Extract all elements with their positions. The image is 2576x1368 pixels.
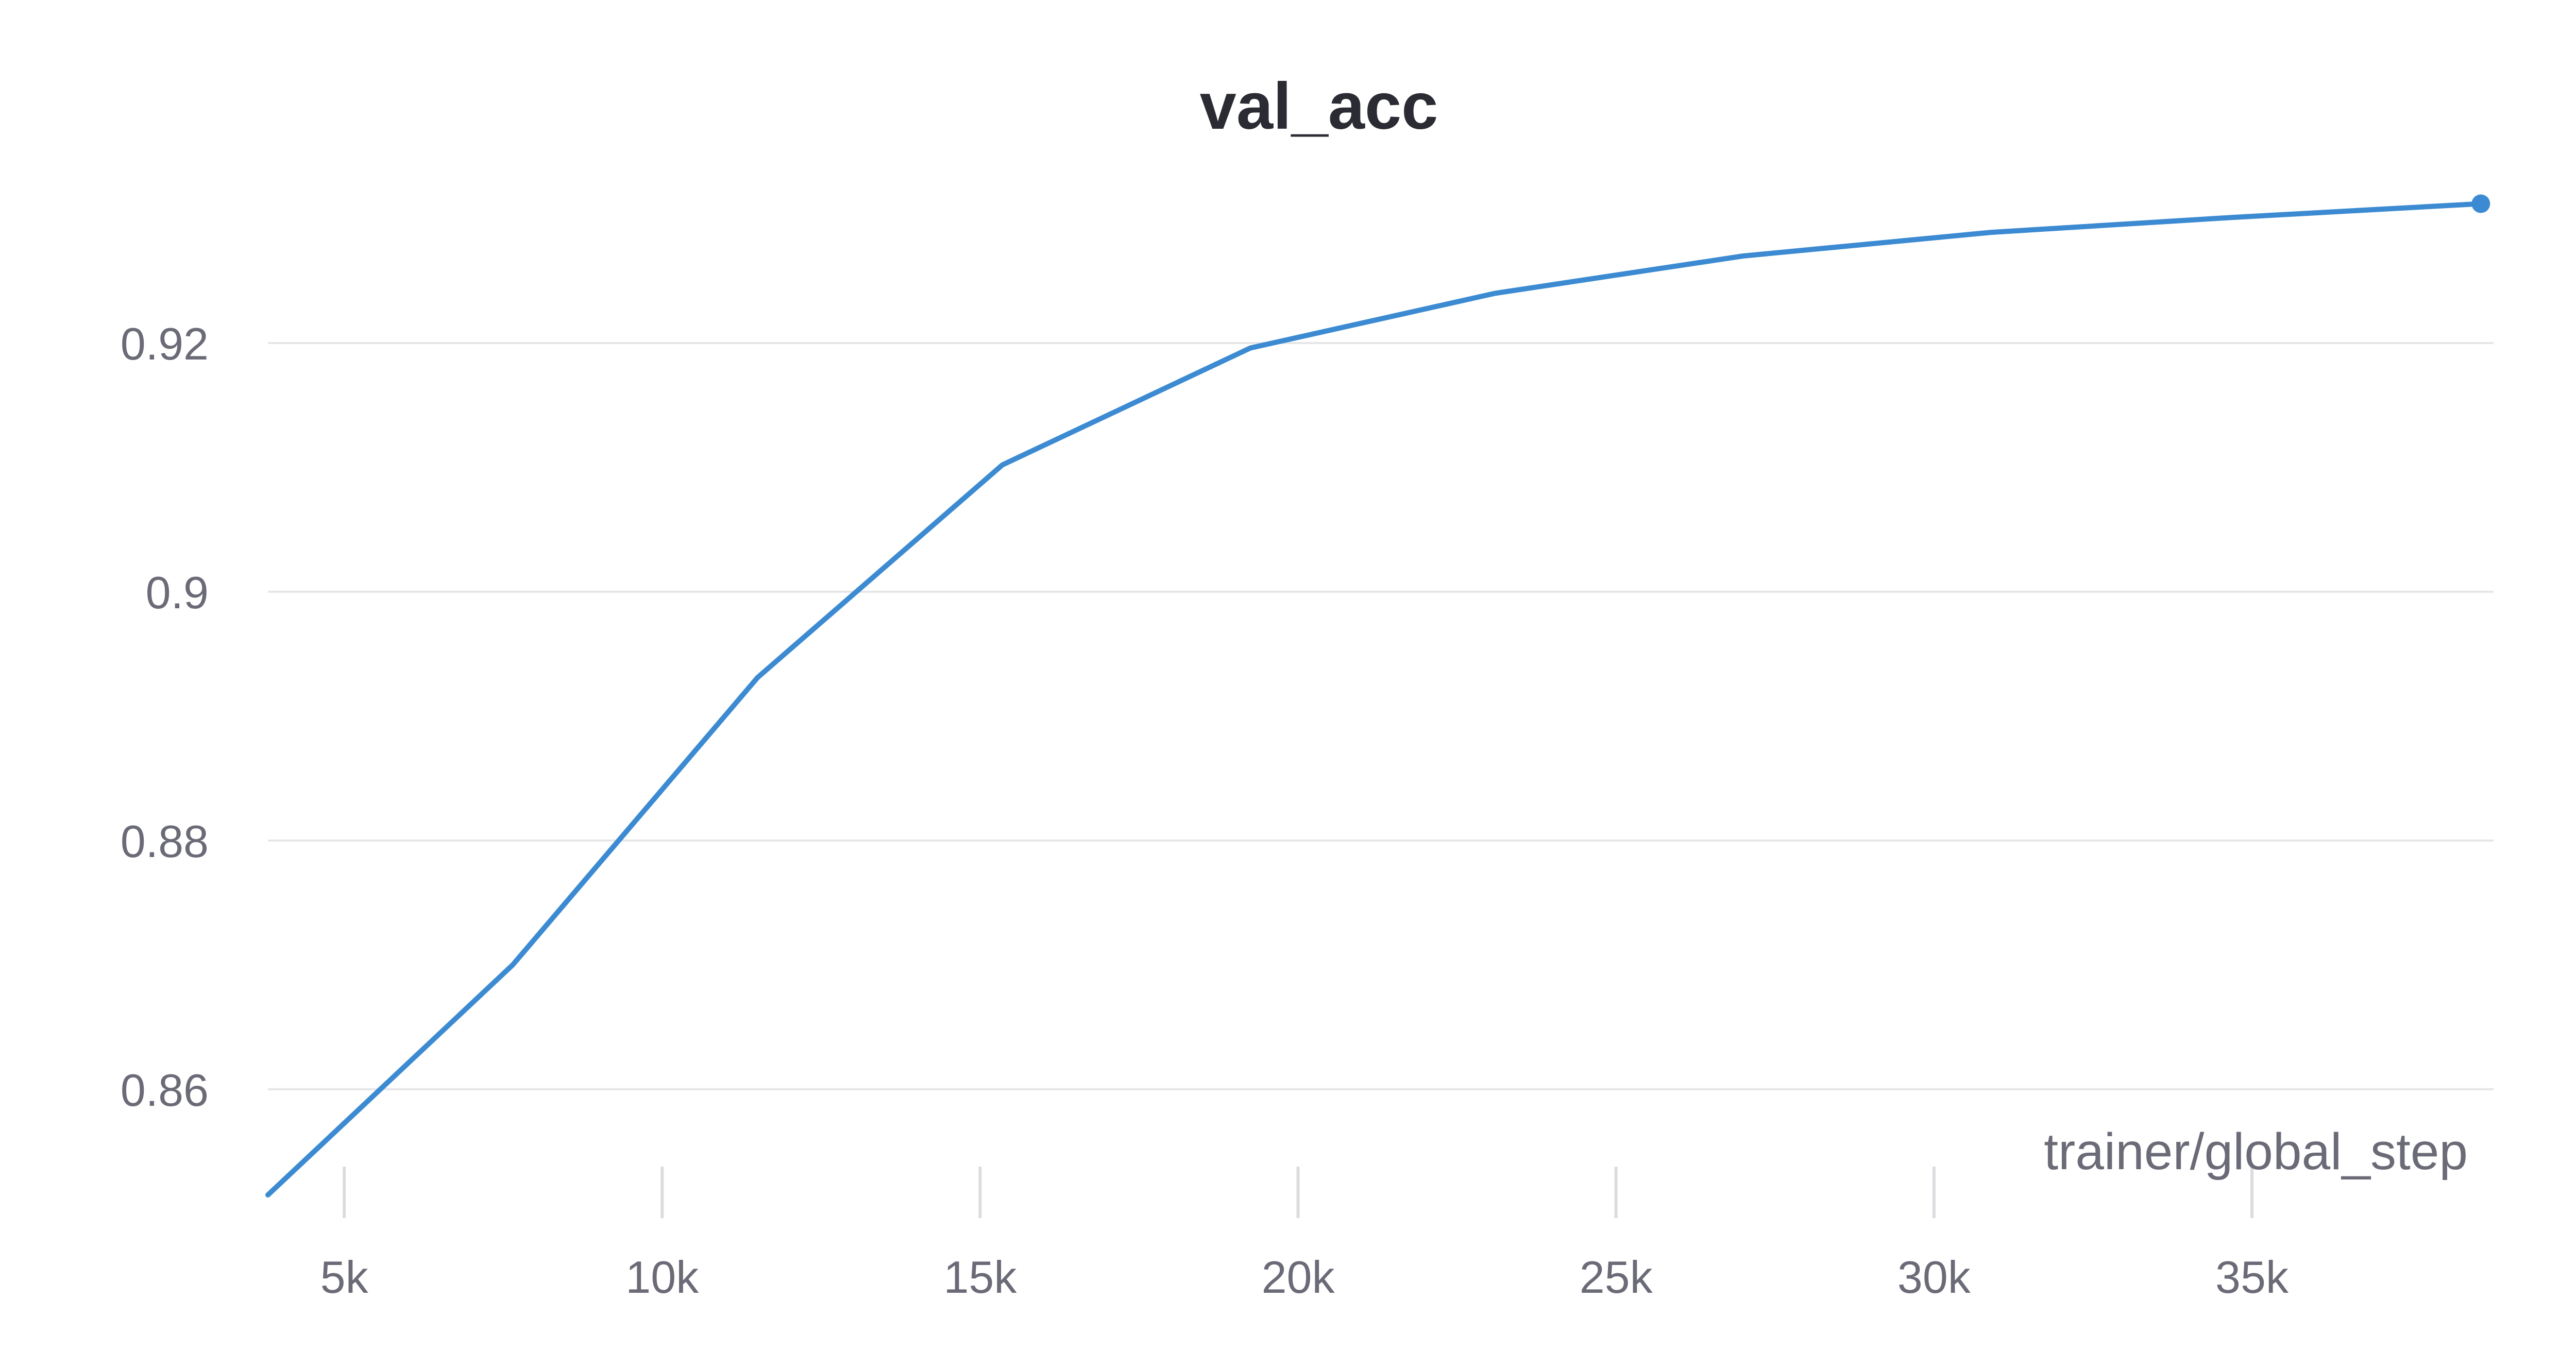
y-axis-ticks: 0.86 0.88 0.9 0.92 [121,318,209,1116]
gridlines [268,341,2494,1090]
x-tick-label: 35k [2215,1252,2289,1303]
series-line [265,201,2484,1198]
y-tick-label: 0.92 [121,318,209,369]
x-tick-label: 10k [625,1252,699,1303]
x-axis-title: trainer/global_step [2044,1123,2468,1181]
y-tick-label: 0.9 [146,567,209,618]
series-end-point [2471,194,2490,213]
chart-title: val_acc [1200,70,1438,143]
y-tick-label: 0.88 [121,816,209,867]
y-tick-label: 0.86 [121,1065,209,1116]
series-layer [265,194,2490,1198]
x-tick-label: 25k [1580,1252,1653,1303]
x-tick-label: 15k [943,1252,1017,1303]
x-tick-label: 30k [1897,1252,1971,1303]
x-tick-label: 5k [320,1252,369,1303]
x-tick-label: 20k [1262,1252,1335,1303]
x-axis-ticks: 5k 10k 15k 20k 25k 30k 35k [320,1167,2289,1303]
